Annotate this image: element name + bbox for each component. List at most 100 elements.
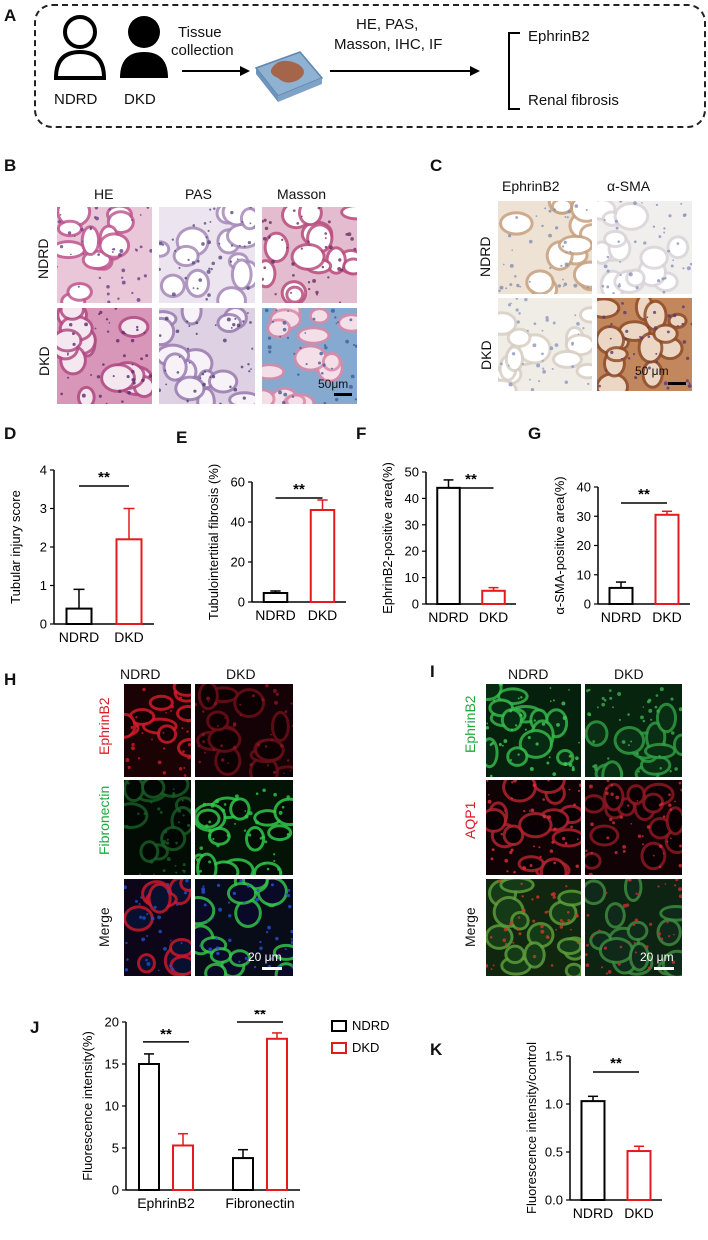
chart-d-ytick-label: 1 [40,578,47,593]
chart-e-bar [309,509,336,603]
chart-k-ytick-label: 0.0 [545,1193,563,1208]
tissue-slide-icon [254,51,324,102]
panel-label-h: H [4,670,17,689]
panel-label-c: C [430,156,443,175]
panel-label-b: B [4,156,17,175]
workflow-methods-2: Masson, IHC, IF [334,36,443,53]
chart-e-bar [262,592,289,603]
chart-k-bar [580,1100,606,1201]
chart-j-xtick-label: Fibronectin [225,1195,294,1211]
chart-d-xtick-label: DKD [114,629,144,645]
micrograph-pas-dkd [159,308,255,404]
panel-label-k: K [430,1040,443,1059]
micrograph-asma-ndrd [597,201,692,294]
chart-d-ytick-label: 4 [40,463,47,478]
panel-c-scale-bar [668,382,686,385]
panel-h-scale-label: 20 μm [248,950,282,964]
panel-h-scale-bar [262,967,282,970]
panel-i-col-dkd: DKD [614,666,644,682]
chart-d-sig-label: ** [98,469,110,486]
panel-b-row-ndrd: NDRD [35,238,51,279]
panel-b-col-pas: PAS [185,186,212,202]
chart-k-bar [626,1150,652,1201]
workflow-step-collection: collection [171,42,234,59]
micrograph-he-dkd [57,308,152,404]
micrograph-masson-dkd [262,308,357,404]
workflow-group-ndrd: NDRD [54,91,98,108]
chart-j-xtick-label: EphrinB2 [137,1195,195,1211]
panel-b-row-dkd: DKD [36,346,52,376]
chart-j-legend-swatch [331,1020,347,1032]
chart-g-xtick-label: DKD [652,609,682,625]
panel-i-row-aqp1: AQP1 [462,801,478,839]
chart-d-bar [65,607,93,626]
chart-k-ytick-label: 0.5 [545,1145,563,1160]
chart-k-fluorescence-ratio: 0.0 0.5 1.0 1.5 Fluorescence intensity/contr… [524,1042,662,1221]
chart-j-bar [172,1144,194,1191]
chart-j-bar [232,1157,254,1192]
panel-h-col-dkd: DKD [226,666,256,682]
chart-j-bar [138,1063,160,1191]
chart-j-ylabel: Fluorescence intensity(%) [80,1031,95,1181]
if-ephrinb2-green-ndrd [486,684,581,777]
chart-g-bar [654,513,680,605]
chart-k-ylabel: Fluorescence intensity/control [524,1042,539,1214]
chart-e-ytick-label: 20 [231,555,245,570]
if-merge-dkd [195,879,293,976]
arrow-right-icon-2 [330,66,480,76]
panel-label-a: A [4,6,17,25]
chart-f-ytick-label: 40 [405,491,419,506]
panel-b-scale-label: 50μm [318,377,349,391]
if-ephrinb2-green-dkd [585,684,682,777]
chart-k-xtick-label: DKD [624,1205,654,1221]
micrograph-ephrinb2-dkd [498,298,592,391]
chart-k-ytick-label: 1.5 [545,1049,563,1064]
chart-k-ytick-label: 1.0 [545,1097,563,1112]
chart-g-asma-area: 0 10 20 30 40 α-SMA-positive area(%) NDRD DKD ** [552,476,690,625]
chart-f-ephrinb2-area: 0 10 20 30 40 50 EphrinB2-positive area(%) NDRD… [380,462,516,625]
panel-h-row-ephrinb2: EphrinB2 [96,697,112,755]
panel-i-row-ephrinb2: EphrinB2 [462,695,478,753]
chart-f-ytick-label: 10 [405,570,419,585]
chart-f-bar [481,589,506,606]
panel-b-col-he: HE [94,186,114,202]
workflow-group-dkd: DKD [124,91,156,108]
chart-e-xtick-label: NDRD [255,607,295,623]
person-outline-icon [53,15,107,80]
panel-label-j: J [30,1018,40,1037]
panel-h-row-fibronectin: Fibronectin [96,785,112,855]
micrograph-ephrinb2-ndrd [498,201,592,294]
panel-c-col-ephrinb2: EphrinB2 [502,178,560,194]
chart-d-ylabel: Tubular injury score [8,490,23,604]
chart-j-bar [266,1037,288,1191]
chart-j-legend-label: DKD [352,1040,379,1055]
chart-g-ytick-label: 20 [577,538,591,553]
chart-e-ytick-label: 0 [238,595,245,610]
panel-b-scale-bar [334,393,352,396]
micrograph-masson-ndrd [262,207,357,303]
panel-label-i: I [430,662,435,681]
chart-f-ytick-label: 0 [412,597,419,612]
chart-g-ytick-label: 30 [577,509,591,524]
chart-g-ytick-label: 10 [577,567,591,582]
panel-label-d: D [4,424,17,443]
chart-f-ytick-label: 30 [405,517,419,532]
workflow-step-tissue: Tissue [178,24,222,41]
panel-c-row-dkd: DKD [478,340,494,370]
chart-d-ytick-label: 2 [40,540,47,555]
chart-f-xtick-label: NDRD [428,609,468,625]
if-merge-ndrd [124,879,191,976]
chart-g-bar [608,586,634,606]
panel-h-row-merge: Merge [96,907,112,947]
chart-k-sig-label: ** [610,1055,622,1072]
outcome-renal-fibrosis: Renal fibrosis [528,92,619,109]
chart-d-bar [115,538,143,625]
chart-g-ylabel: α-SMA-positive area(%) [552,476,567,614]
if-fibronectin-ndrd [124,780,191,875]
chart-g-xtick-label: NDRD [601,609,641,625]
chart-e-fibrosis: 0 20 40 60 Tubulointertitial fibrosis (%) NDR… [206,464,346,623]
micrograph-pas-ndrd [159,207,255,303]
chart-j-ytick-label: 15 [105,1057,119,1072]
chart-d-tubular-injury: 0 1 2 3 4 Tubular injury score NDRD DKD ** [8,463,154,645]
chart-g-ytick-label: 40 [577,480,591,495]
